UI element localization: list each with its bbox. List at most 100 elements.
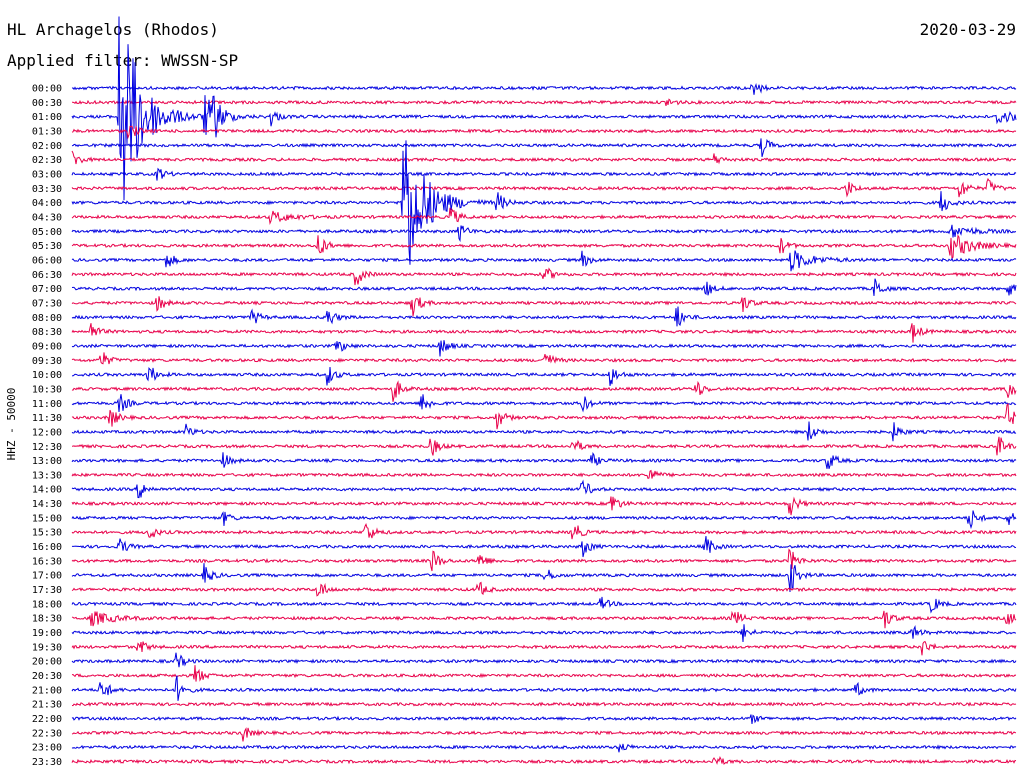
seismic-trace bbox=[71, 167, 1017, 181]
row-time-label: 16:30 bbox=[32, 556, 62, 567]
seismic-trace bbox=[71, 743, 1017, 753]
row-time-label: 13:00 bbox=[32, 456, 62, 467]
seismic-trace bbox=[71, 436, 1017, 456]
row-time-label: 00:00 bbox=[32, 84, 62, 95]
row-time-label: 07:30 bbox=[32, 298, 62, 309]
row-time-label: 17:00 bbox=[32, 571, 62, 582]
seismic-trace bbox=[71, 140, 1017, 265]
row-time-label: 04:00 bbox=[32, 198, 62, 209]
seismic-trace bbox=[71, 727, 1017, 742]
seismic-trace bbox=[71, 98, 1017, 107]
seismic-trace bbox=[71, 352, 1017, 365]
row-time-label: 18:30 bbox=[32, 614, 62, 625]
row-time-label: 23:30 bbox=[32, 757, 62, 768]
seismic-trace bbox=[71, 652, 1017, 668]
row-time-label: 00:30 bbox=[32, 98, 62, 109]
seismic-trace bbox=[71, 640, 1017, 656]
row-time-label: 22:00 bbox=[32, 714, 62, 725]
seismic-trace bbox=[71, 224, 1017, 243]
seismic-trace bbox=[71, 380, 1017, 402]
seismic-trace bbox=[71, 394, 1017, 413]
row-time-label: 04:30 bbox=[32, 212, 62, 223]
seismic-trace bbox=[71, 510, 1017, 530]
seismic-trace bbox=[71, 756, 1017, 765]
row-time-label: 21:30 bbox=[32, 700, 62, 711]
seismic-trace bbox=[71, 82, 1017, 95]
chart-date: 2020-03-29 bbox=[920, 20, 1016, 39]
row-time-label: 09:00 bbox=[32, 341, 62, 352]
row-time-label: 21:00 bbox=[32, 685, 62, 696]
row-time-label: 20:30 bbox=[32, 671, 62, 682]
seismic-trace bbox=[71, 138, 1017, 158]
seismic-trace bbox=[71, 479, 1017, 499]
row-time-label: 12:00 bbox=[32, 427, 62, 438]
seismic-trace bbox=[71, 125, 1017, 140]
row-time-label: 06:00 bbox=[32, 255, 62, 266]
row-time-label: 02:30 bbox=[32, 155, 62, 166]
seismic-trace bbox=[71, 548, 1017, 572]
seismic-trace bbox=[71, 278, 1017, 296]
seismic-trace bbox=[71, 16, 1017, 201]
row-time-label: 22:30 bbox=[32, 728, 62, 739]
row-time-label: 06:30 bbox=[32, 270, 62, 281]
seismic-trace bbox=[71, 451, 1017, 469]
seismic-trace bbox=[71, 563, 1017, 593]
row-time-label: 01:30 bbox=[32, 126, 62, 137]
seismic-trace bbox=[71, 366, 1017, 386]
seismic-trace bbox=[71, 402, 1017, 430]
row-time-label: 11:30 bbox=[32, 413, 62, 424]
seismic-trace bbox=[71, 177, 1017, 198]
row-time-label: 17:30 bbox=[32, 585, 62, 596]
row-time-label: 08:00 bbox=[32, 313, 62, 324]
row-time-label: 13:30 bbox=[32, 470, 62, 481]
row-time-label: 02:00 bbox=[32, 141, 62, 152]
trace-group bbox=[71, 16, 1017, 765]
row-time-label: 11:00 bbox=[32, 399, 62, 410]
seismic-trace bbox=[71, 596, 1017, 614]
seismic-trace bbox=[71, 469, 1017, 480]
row-time-label: 08:30 bbox=[32, 327, 62, 338]
seismic-trace bbox=[71, 323, 1017, 343]
row-time-label: 19:30 bbox=[32, 642, 62, 653]
seismic-trace bbox=[71, 207, 1017, 226]
row-time-label: 01:00 bbox=[32, 112, 62, 123]
seismic-trace bbox=[71, 421, 1017, 442]
seismic-trace bbox=[71, 296, 1017, 317]
seismic-trace bbox=[71, 306, 1017, 327]
tick-label-group: 00:00 00:30 01:00 01:30 02:00 02:30 03:00 03:30… bbox=[32, 84, 62, 769]
row-time-label: 12:30 bbox=[32, 442, 62, 453]
row-time-label: 09:30 bbox=[32, 356, 62, 367]
row-time-label: 03:00 bbox=[32, 169, 62, 180]
row-time-label: 07:00 bbox=[32, 284, 62, 295]
seismic-trace bbox=[71, 496, 1017, 516]
seismic-trace bbox=[71, 675, 1017, 701]
row-time-label: 20:00 bbox=[32, 657, 62, 668]
seismic-trace bbox=[71, 714, 1017, 724]
chart-subtitle: Applied filter: WWSSN-SP bbox=[7, 51, 238, 70]
row-time-label: 05:30 bbox=[32, 241, 62, 252]
row-time-label: 14:30 bbox=[32, 499, 62, 510]
row-time-label: 10:00 bbox=[32, 370, 62, 381]
seismic-trace bbox=[71, 536, 1017, 558]
seismic-trace bbox=[71, 701, 1017, 707]
seismic-trace bbox=[71, 267, 1017, 286]
seismic-trace bbox=[71, 522, 1017, 540]
seismic-trace bbox=[71, 624, 1016, 643]
row-time-label: 16:00 bbox=[32, 542, 62, 553]
seismic-trace bbox=[71, 340, 1017, 357]
y-axis-label: HHZ - 50000 bbox=[5, 388, 18, 461]
row-time-label: 10:30 bbox=[32, 384, 62, 395]
row-time-label: 15:30 bbox=[32, 528, 62, 539]
seismic-trace bbox=[71, 610, 1017, 629]
seismic-trace bbox=[71, 250, 1017, 272]
row-time-label: 15:00 bbox=[32, 513, 62, 524]
row-time-label: 23:00 bbox=[32, 743, 62, 754]
seismic-trace bbox=[71, 150, 1017, 165]
row-time-label: 18:00 bbox=[32, 599, 62, 610]
row-time-label: 19:00 bbox=[32, 628, 62, 639]
row-time-label: 03:30 bbox=[32, 184, 62, 195]
row-time-label: 05:00 bbox=[32, 227, 62, 238]
seismic-trace bbox=[71, 665, 1017, 682]
seismic-trace bbox=[71, 234, 1017, 260]
